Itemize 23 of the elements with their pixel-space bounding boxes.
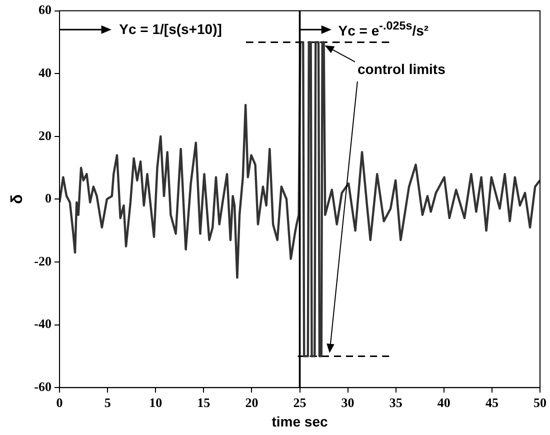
y-tick-label: -60 <box>34 378 52 394</box>
y-tick-label: 0 <box>45 190 52 206</box>
x-axis-title: time sec <box>272 413 328 430</box>
x-tick-label: 45 <box>485 394 499 410</box>
x-tick-label: 15 <box>197 394 211 410</box>
y-tick-label: 40 <box>38 64 52 80</box>
x-tick-label: 10 <box>149 394 162 410</box>
x-tick-label: 30 <box>341 394 354 410</box>
x-tick-label: 40 <box>437 394 450 410</box>
y-tick-label: -20 <box>34 253 52 268</box>
y-tick-label: -40 <box>34 316 52 332</box>
x-tick-label: 35 <box>389 394 403 410</box>
annotation: control limits <box>355 62 448 78</box>
x-tick-label: 20 <box>245 394 258 410</box>
annotation: Yc = e$^{-.025s}$/s² <box>337 19 430 38</box>
y-axis-title: δ <box>9 194 26 204</box>
x-tick-label: 5 <box>104 394 112 410</box>
y-tick-label: 20 <box>38 128 52 143</box>
x-tick-label: 0 <box>56 394 63 410</box>
y-tick-label: 60 <box>38 2 52 18</box>
x-tick-label: 50 <box>534 394 546 410</box>
annotation: Yc = 1/[s(s+10)] <box>118 20 223 37</box>
x-tick-label: 25 <box>293 394 307 410</box>
